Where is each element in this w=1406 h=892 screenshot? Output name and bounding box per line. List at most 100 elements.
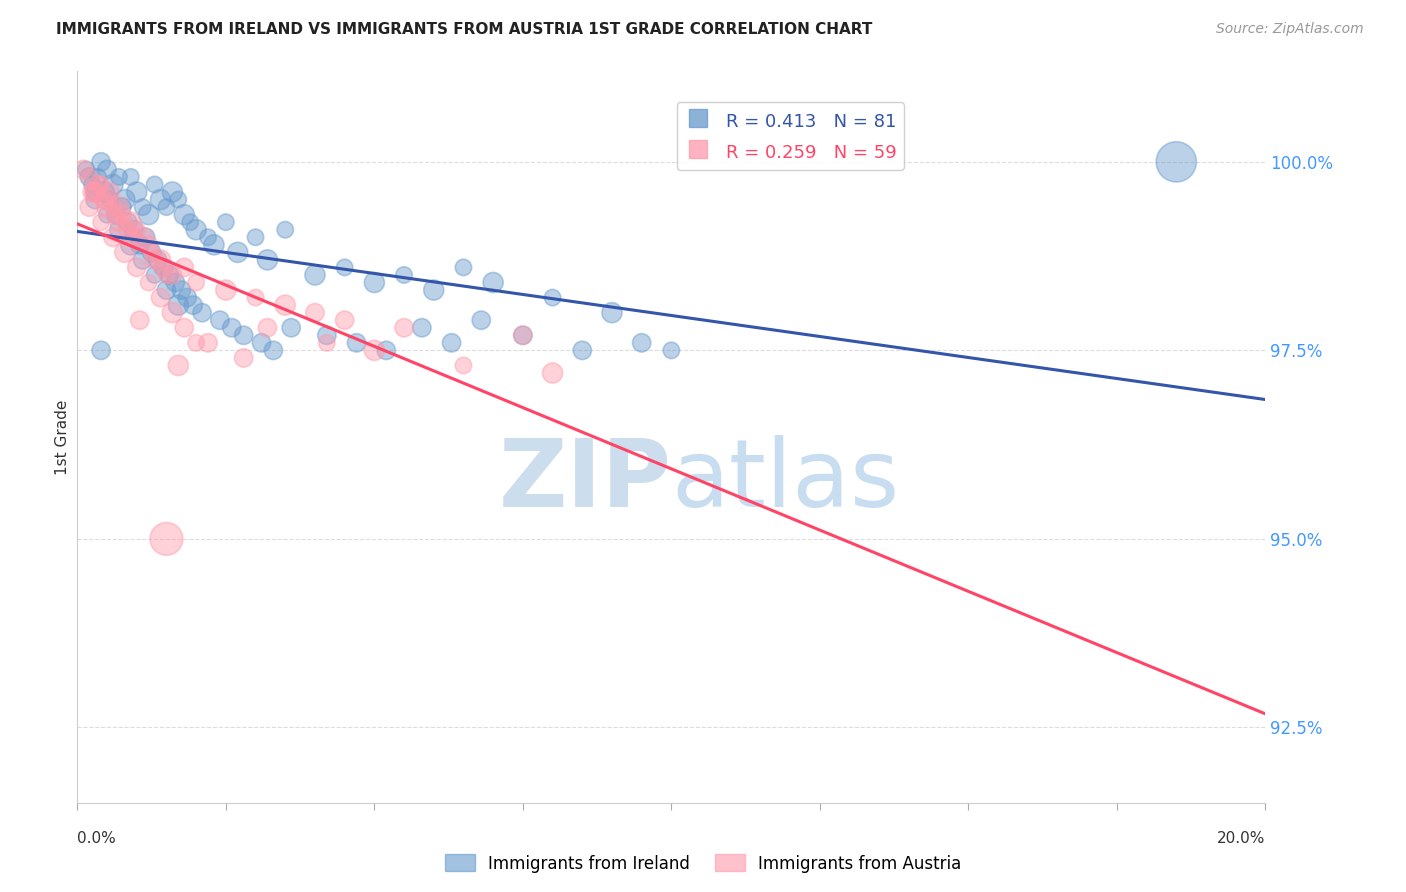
- Y-axis label: 1st Grade: 1st Grade: [55, 400, 70, 475]
- Point: [333, 260, 356, 275]
- Point: [181, 298, 204, 312]
- Point: [108, 200, 131, 214]
- Point: [215, 215, 238, 229]
- Point: [96, 193, 118, 207]
- Point: [363, 276, 385, 290]
- Point: [125, 185, 148, 199]
- Point: [167, 193, 190, 207]
- Point: [87, 169, 110, 184]
- Point: [346, 335, 368, 350]
- Point: [630, 335, 652, 350]
- Point: [122, 223, 145, 237]
- Point: [82, 178, 104, 192]
- Point: [111, 200, 134, 214]
- Point: [512, 328, 534, 343]
- Point: [75, 162, 97, 177]
- Point: [135, 230, 157, 244]
- Point: [96, 200, 118, 214]
- Point: [125, 223, 148, 237]
- Point: [122, 230, 145, 244]
- Text: ZIP: ZIP: [499, 435, 672, 527]
- Point: [173, 208, 195, 222]
- Point: [84, 185, 107, 199]
- Point: [392, 268, 415, 282]
- Point: [101, 178, 124, 192]
- Point: [411, 320, 433, 334]
- Point: [571, 343, 593, 358]
- Point: [104, 208, 127, 222]
- Point: [304, 268, 326, 282]
- Point: [173, 320, 195, 334]
- Point: [208, 313, 231, 327]
- Point: [114, 215, 136, 229]
- Point: [84, 185, 107, 199]
- Point: [315, 328, 337, 343]
- Point: [157, 268, 180, 282]
- Point: [72, 162, 94, 177]
- Text: IMMIGRANTS FROM IRELAND VS IMMIGRANTS FROM AUSTRIA 1ST GRADE CORRELATION CHART: IMMIGRANTS FROM IRELAND VS IMMIGRANTS FR…: [56, 22, 873, 37]
- Point: [453, 260, 475, 275]
- Point: [167, 359, 190, 373]
- Point: [128, 237, 150, 252]
- Point: [202, 237, 225, 252]
- Legend: R = 0.413   N = 81, R = 0.259   N = 59: R = 0.413 N = 81, R = 0.259 N = 59: [676, 103, 904, 169]
- Point: [87, 178, 110, 192]
- Point: [155, 200, 177, 214]
- Point: [165, 276, 187, 290]
- Point: [101, 230, 124, 244]
- Point: [143, 178, 166, 192]
- Point: [138, 208, 160, 222]
- Point: [186, 276, 208, 290]
- Point: [250, 335, 273, 350]
- Point: [215, 283, 238, 297]
- Point: [541, 291, 564, 305]
- Point: [600, 306, 623, 320]
- Point: [245, 230, 267, 244]
- Point: [131, 252, 153, 267]
- Point: [96, 162, 118, 177]
- Point: [77, 200, 100, 214]
- Point: [84, 193, 107, 207]
- Point: [155, 283, 177, 297]
- Point: [82, 185, 104, 199]
- Point: [155, 532, 177, 546]
- Point: [149, 291, 172, 305]
- Point: [98, 185, 121, 199]
- Point: [104, 208, 127, 222]
- Point: [101, 200, 124, 214]
- Point: [125, 260, 148, 275]
- Point: [162, 306, 184, 320]
- Point: [262, 343, 284, 358]
- Point: [98, 193, 121, 207]
- Point: [1166, 154, 1188, 169]
- Point: [146, 252, 169, 267]
- Point: [90, 215, 112, 229]
- Point: [96, 208, 118, 222]
- Point: [143, 268, 166, 282]
- Point: [141, 245, 163, 260]
- Point: [274, 298, 297, 312]
- Point: [661, 343, 683, 358]
- Point: [423, 283, 446, 297]
- Point: [245, 291, 267, 305]
- Point: [90, 154, 112, 169]
- Point: [120, 230, 142, 244]
- Point: [77, 169, 100, 184]
- Point: [138, 237, 160, 252]
- Point: [90, 178, 112, 192]
- Text: Source: ZipAtlas.com: Source: ZipAtlas.com: [1216, 22, 1364, 37]
- Point: [221, 320, 243, 334]
- Point: [111, 208, 134, 222]
- Point: [108, 169, 131, 184]
- Point: [392, 320, 415, 334]
- Point: [152, 260, 174, 275]
- Point: [143, 252, 166, 267]
- Point: [120, 215, 142, 229]
- Point: [186, 335, 208, 350]
- Point: [541, 366, 564, 380]
- Point: [315, 335, 337, 350]
- Point: [280, 320, 302, 334]
- Point: [256, 252, 278, 267]
- Point: [363, 343, 385, 358]
- Text: atlas: atlas: [672, 435, 900, 527]
